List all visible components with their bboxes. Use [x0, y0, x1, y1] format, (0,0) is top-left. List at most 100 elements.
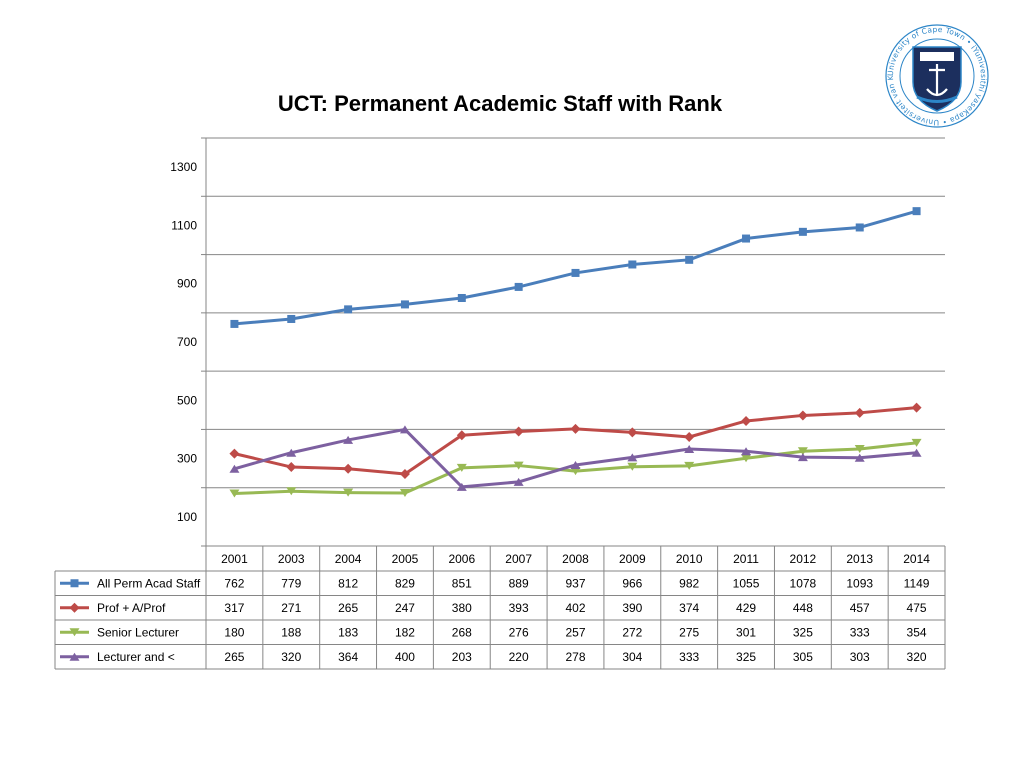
data-label: 429	[736, 601, 756, 615]
data-point	[912, 207, 921, 216]
data-label: 275	[679, 625, 699, 639]
data-point	[571, 268, 580, 277]
data-point	[399, 469, 410, 480]
x-tick-label: 2005	[392, 552, 419, 566]
data-point	[286, 487, 297, 496]
data-point	[343, 435, 354, 444]
data-point	[797, 453, 808, 462]
data-point	[797, 447, 808, 456]
data-label: 182	[395, 625, 415, 639]
data-point	[854, 444, 865, 453]
y-tick-label: 100	[177, 510, 197, 524]
data-label: 829	[395, 576, 415, 590]
data-point	[570, 467, 581, 476]
data-point	[286, 448, 297, 457]
data-label: 354	[907, 625, 927, 639]
data-point	[570, 460, 581, 469]
data-label: 333	[850, 625, 870, 639]
x-tick-label: 2008	[562, 552, 589, 566]
x-tick-label: 2006	[448, 552, 475, 566]
data-label: 325	[793, 625, 813, 639]
data-point	[399, 425, 410, 434]
data-point	[513, 426, 524, 437]
data-label: 320	[907, 650, 927, 664]
data-label: 304	[622, 650, 642, 664]
data-point	[855, 223, 864, 232]
data-point	[286, 462, 297, 473]
data-label: 779	[281, 576, 301, 590]
data-point	[797, 410, 808, 421]
data-label: 1149	[904, 576, 930, 590]
y-tick-label: 500	[177, 393, 197, 407]
data-label: 937	[565, 576, 585, 590]
data-point	[344, 305, 353, 314]
x-tick-label: 2007	[505, 552, 532, 566]
data-label: 333	[679, 650, 699, 664]
data-label: 271	[281, 601, 301, 615]
data-label: 400	[395, 650, 415, 664]
data-point	[343, 488, 354, 497]
crest-book-icon	[920, 52, 954, 61]
data-label: 374	[679, 601, 699, 615]
data-point	[742, 234, 751, 243]
series-lecturer-and	[229, 425, 922, 491]
data-point	[399, 488, 410, 497]
plot-series	[229, 207, 922, 498]
data-point	[741, 447, 752, 456]
data-label: 278	[565, 650, 585, 664]
table-row: Senior Lecturer 180 188 183 182 268 276 257 272 2…	[60, 625, 927, 639]
y-axis: 100 300 500 700 900 1100 1300	[170, 137, 207, 547]
chart-title: UCT: Permanent Academic Staff with Rank	[278, 91, 723, 116]
data-label: 317	[224, 601, 244, 615]
crest-waves-icon	[916, 95, 958, 103]
data-label: 475	[907, 601, 927, 615]
table-row: Lecturer and < 265 320 364 400 203 220 278 304 33…	[60, 650, 927, 664]
data-label: 457	[850, 601, 870, 615]
data-label: 247	[395, 601, 415, 615]
y-tick-label: 900	[177, 277, 197, 291]
data-point	[685, 255, 694, 264]
data-point	[911, 402, 922, 413]
data-point	[229, 489, 240, 498]
data-label: 301	[736, 625, 756, 639]
data-point	[684, 444, 695, 453]
series-all-perm-acad-staff	[230, 207, 921, 328]
data-label: 1093	[846, 576, 873, 590]
legend-key-marker	[69, 602, 80, 613]
legend-label: All Perm Acad Staff	[97, 576, 201, 590]
series-senior-lecturer	[229, 438, 922, 498]
data-point	[684, 432, 695, 443]
data-point	[229, 448, 240, 459]
x-tick-label: 2003	[278, 552, 305, 566]
data-label: 982	[679, 576, 699, 590]
data-point	[229, 464, 240, 473]
data-label: 762	[224, 576, 244, 590]
data-point	[456, 430, 467, 441]
x-tick-label: 2011	[733, 552, 759, 566]
x-tick-label: 2010	[676, 552, 703, 566]
data-label: 183	[338, 625, 358, 639]
data-label: 393	[509, 601, 529, 615]
data-point	[684, 461, 695, 470]
data-label: 448	[793, 601, 813, 615]
data-label: 851	[452, 576, 472, 590]
x-tick-label: 2013	[846, 552, 873, 566]
gridlines	[206, 137, 945, 489]
data-point	[627, 462, 638, 471]
data-point	[343, 463, 354, 474]
data-label: 966	[622, 576, 642, 590]
data-label: 305	[793, 650, 813, 664]
data-label: 320	[281, 650, 301, 664]
data-label: 402	[565, 601, 585, 615]
legend-label: Senior Lecturer	[97, 625, 179, 639]
data-label: 265	[224, 650, 244, 664]
data-label: 203	[452, 650, 472, 664]
series-line	[234, 427, 917, 489]
series-line	[234, 209, 917, 326]
data-point	[854, 407, 865, 418]
data-point	[513, 461, 524, 470]
x-tick-label: 2004	[335, 552, 362, 566]
y-tick-label: 300	[177, 452, 197, 466]
data-label: 1078	[790, 576, 817, 590]
